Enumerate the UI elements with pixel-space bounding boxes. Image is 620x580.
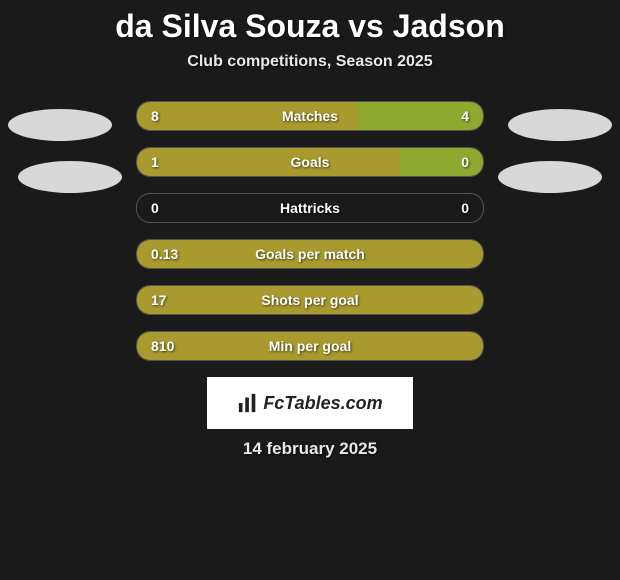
- stat-label: Goals per match: [199, 246, 421, 262]
- stat-value-left: 17: [137, 292, 199, 308]
- stat-label: Matches: [199, 108, 421, 124]
- date: 14 february 2025: [0, 439, 620, 459]
- stat-row-text: 8Matches4: [137, 102, 483, 130]
- stat-row-text: 1Goals0: [137, 148, 483, 176]
- stat-label: Hattricks: [199, 200, 421, 216]
- title-player1: da Silva Souza: [115, 8, 339, 44]
- player1-avatar-placeholder: [18, 161, 122, 193]
- stat-row-text: 0.13Goals per match: [137, 240, 483, 268]
- stat-value-left: 1: [137, 154, 199, 170]
- comparison-card: da Silva Souza vs Jadson Club competitio…: [0, 0, 620, 459]
- stat-label: Shots per goal: [199, 292, 421, 308]
- stat-row: 810Min per goal: [136, 331, 484, 361]
- stat-row-text: 810Min per goal: [137, 332, 483, 360]
- player1-avatar-placeholder: [8, 109, 112, 141]
- stats-area: 8Matches41Goals00Hattricks00.13Goals per…: [0, 101, 620, 361]
- page-title: da Silva Souza vs Jadson: [0, 8, 620, 45]
- logo-text: FcTables.com: [263, 393, 382, 414]
- stat-value-right: 0: [421, 200, 483, 216]
- stat-label: Goals: [199, 154, 421, 170]
- player2-avatar-placeholder: [508, 109, 612, 141]
- stat-row: 0Hattricks0: [136, 193, 484, 223]
- stat-value-left: 0.13: [137, 246, 199, 262]
- stat-row: 0.13Goals per match: [136, 239, 484, 269]
- stat-row-text: 17Shots per goal: [137, 286, 483, 314]
- stat-row: 8Matches4: [136, 101, 484, 131]
- logo-box[interactable]: FcTables.com: [207, 377, 413, 429]
- stat-label: Min per goal: [199, 338, 421, 354]
- logo: FcTables.com: [237, 392, 382, 414]
- player2-avatar-placeholder: [498, 161, 602, 193]
- stat-rows: 8Matches41Goals00Hattricks00.13Goals per…: [136, 101, 484, 361]
- stat-value-right: 0: [421, 154, 483, 170]
- chart-icon: [237, 392, 259, 414]
- stat-row-text: 0Hattricks0: [137, 194, 483, 222]
- stat-value-left: 8: [137, 108, 199, 124]
- stat-row: 1Goals0: [136, 147, 484, 177]
- stat-value-left: 0: [137, 200, 199, 216]
- stat-row: 17Shots per goal: [136, 285, 484, 315]
- stat-value-right: 4: [421, 108, 483, 124]
- title-vs: vs: [348, 8, 384, 44]
- stat-value-left: 810: [137, 338, 199, 354]
- subtitle: Club competitions, Season 2025: [0, 53, 620, 71]
- title-player2: Jadson: [393, 8, 505, 44]
